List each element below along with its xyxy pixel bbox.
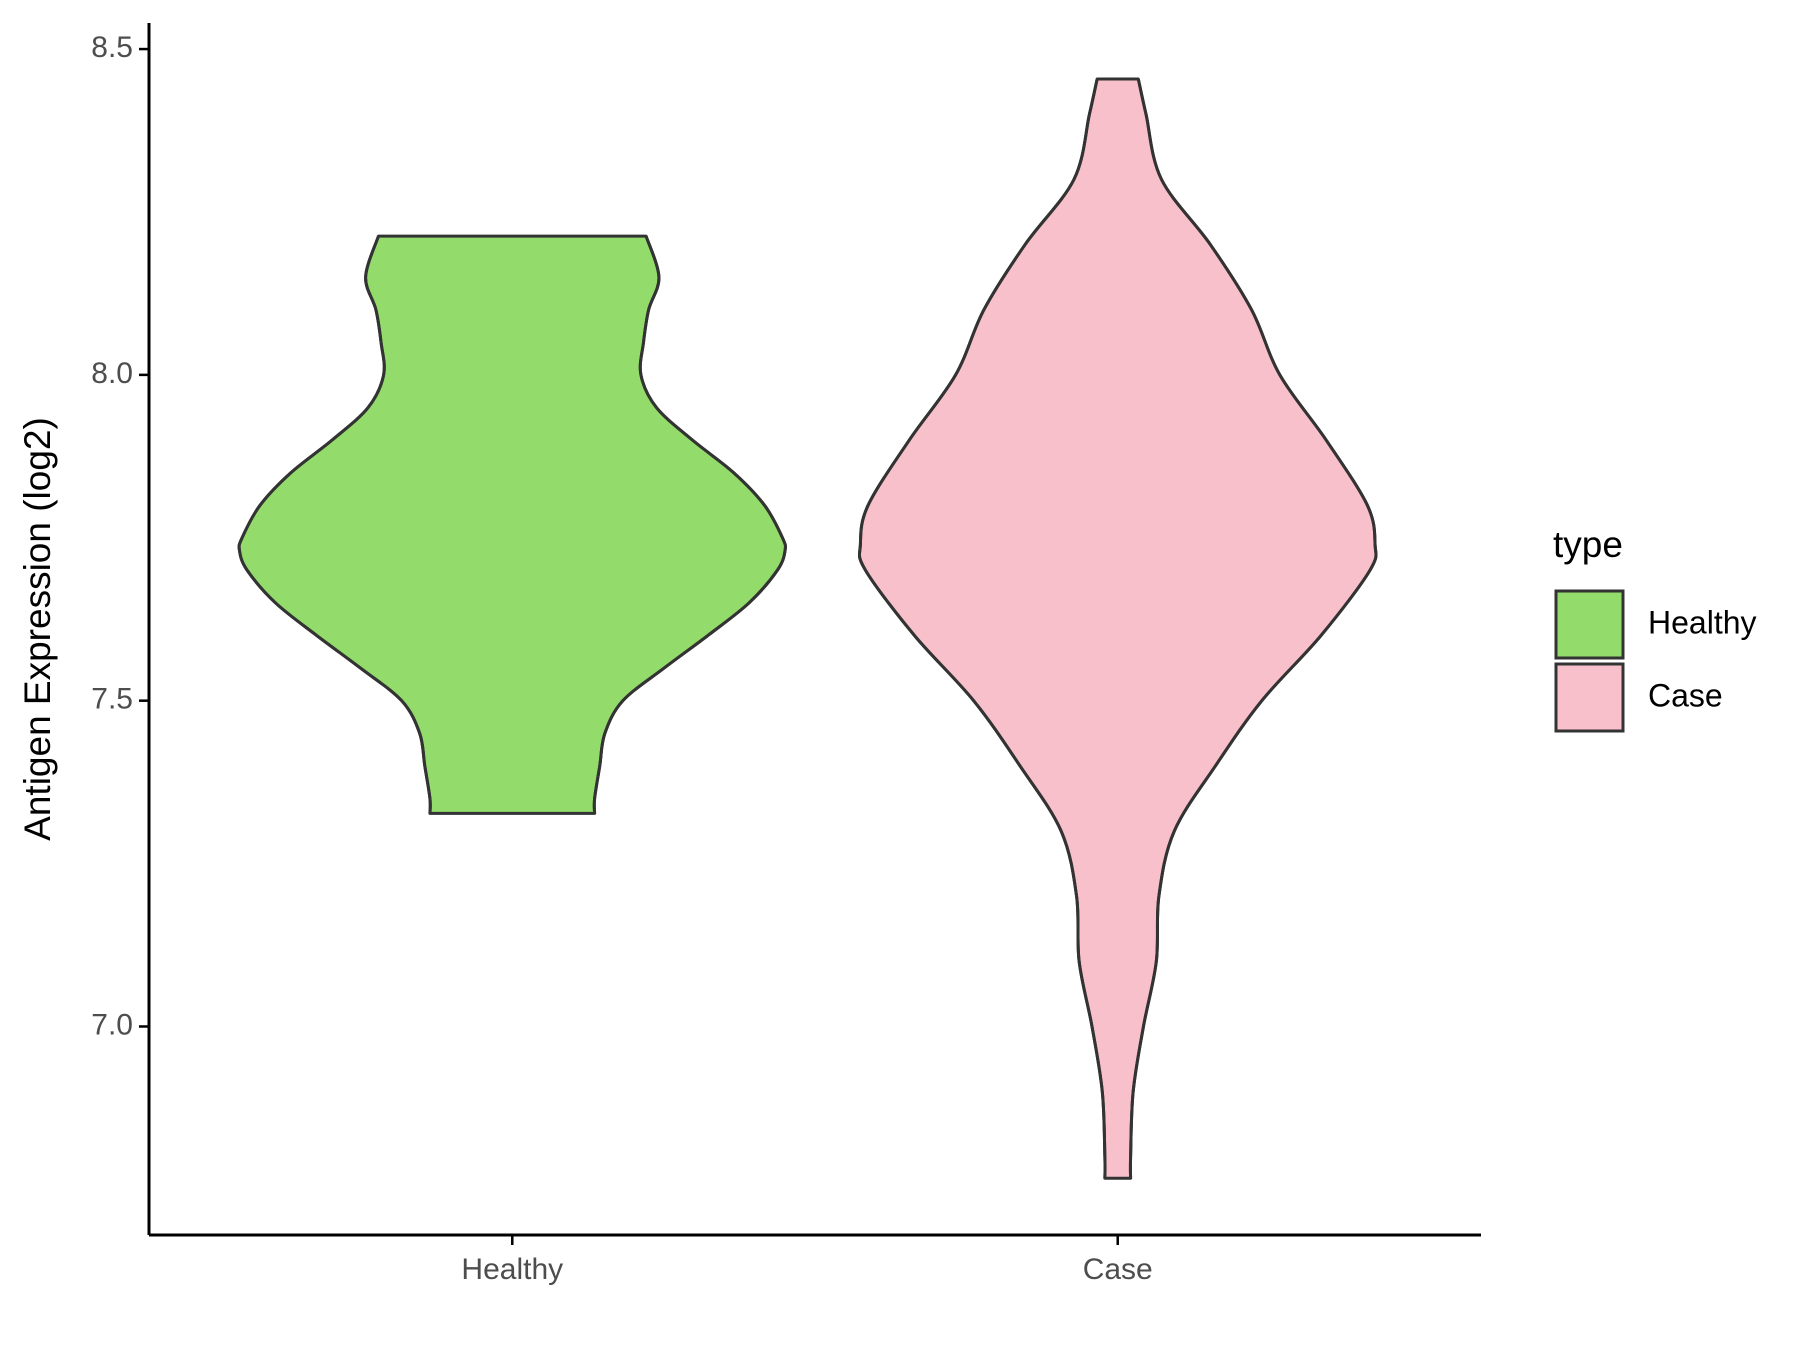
y-tick-label: 8.5 bbox=[91, 31, 133, 64]
violin-outline-left bbox=[857, 78, 1107, 1179]
x-tick-label: Healthy bbox=[461, 1253, 563, 1286]
y-tick-label: 7.0 bbox=[91, 1008, 133, 1041]
legend-title: type bbox=[1553, 524, 1623, 565]
y-tick-label: 8.0 bbox=[91, 357, 133, 390]
legend-key bbox=[1554, 662, 1625, 733]
legend-label: Case bbox=[1648, 677, 1723, 713]
legend-label: Healthy bbox=[1648, 604, 1757, 640]
violin-outline-right bbox=[592, 235, 787, 814]
y-tick-label: 7.5 bbox=[91, 683, 133, 716]
x-tick-label: Case bbox=[1083, 1253, 1153, 1286]
legend-key bbox=[1554, 589, 1625, 660]
y-axis-title: Antigen Expression (log2) bbox=[17, 417, 58, 841]
violin-outline-right bbox=[1128, 78, 1378, 1179]
violin-outline-left bbox=[237, 235, 432, 814]
